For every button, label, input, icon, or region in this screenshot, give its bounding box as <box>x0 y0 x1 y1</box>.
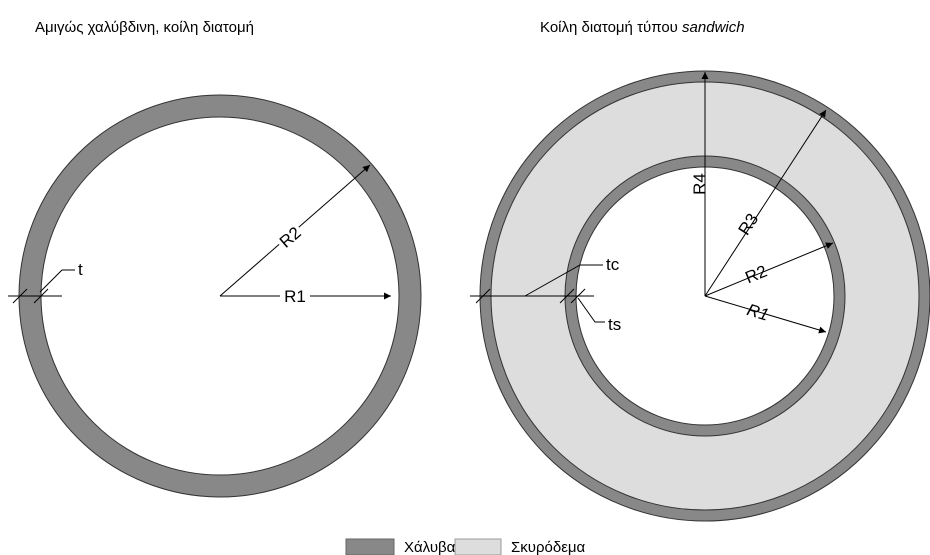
tick <box>12 288 28 304</box>
right-title-italic: sandwich <box>682 19 745 36</box>
label-bg <box>274 221 306 253</box>
r2-dim <box>704 242 834 297</box>
r4-label: R4 <box>690 173 709 195</box>
legend-swatch-steel <box>345 538 395 555</box>
ts-label: ts <box>608 315 621 334</box>
right-title: Κοίλη διατομή τύπου sandwich <box>540 19 745 36</box>
legend-steel: Χάλυβας <box>404 539 463 555</box>
tc-label: tc <box>606 255 620 274</box>
r3-dim <box>704 109 827 297</box>
tick <box>475 288 491 304</box>
tick <box>33 288 49 304</box>
label-bg <box>280 287 310 305</box>
t-leader <box>39 269 75 293</box>
tick <box>559 288 575 304</box>
legend-swatch-concrete <box>454 538 502 555</box>
t-label: t <box>78 260 83 279</box>
ts-leader <box>577 297 605 323</box>
legend-concrete: Σκυρόδεμα <box>511 539 586 555</box>
tc-leader <box>524 264 603 297</box>
tick <box>570 288 586 304</box>
r1-dim <box>704 295 827 334</box>
left-title: Αμιγώς χαλύβδινη, κοίλη διατομή <box>35 19 254 36</box>
r1-label: R1 <box>284 287 306 306</box>
right-title-text: Κοίλη διατομή τύπου <box>540 19 682 36</box>
r2-label: R2 <box>276 223 305 252</box>
